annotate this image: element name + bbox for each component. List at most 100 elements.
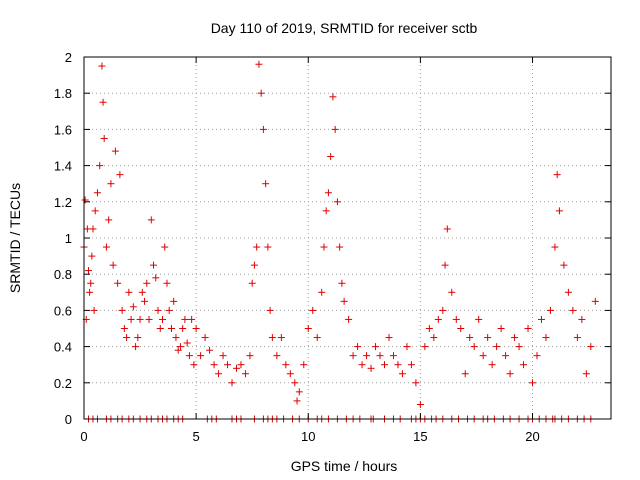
data-point (167, 325, 175, 332)
data-point (259, 125, 267, 133)
data-point (277, 334, 285, 342)
data-point (253, 243, 261, 251)
data-point (286, 370, 294, 378)
data-point (81, 196, 89, 204)
data-point (87, 279, 95, 287)
x-axis-label: GPS time / hours (291, 458, 398, 474)
data-point (100, 134, 108, 142)
data-point (524, 325, 532, 332)
y-tick-label: 1 (65, 231, 72, 246)
data-point (147, 216, 155, 224)
data-point (425, 325, 433, 332)
data-point (479, 352, 487, 360)
data-point (165, 306, 173, 314)
chart-title: Day 110 of 2019, SRMTID for receiver sct… (211, 20, 478, 36)
data-point (98, 62, 106, 70)
data-point (210, 361, 218, 369)
data-point (93, 189, 101, 197)
data-point (300, 361, 308, 369)
data-point (192, 325, 200, 332)
data-point (120, 325, 128, 332)
data-point (529, 379, 537, 387)
data-point (241, 370, 249, 378)
y-tick-label: 0.4 (54, 340, 72, 355)
data-point (497, 325, 505, 332)
data-point (336, 243, 344, 251)
data-point (125, 288, 133, 296)
data-point (154, 306, 162, 314)
data-point (88, 252, 96, 260)
data-point (197, 352, 205, 360)
data-point (84, 267, 92, 275)
data-point (114, 279, 122, 287)
data-point (320, 243, 328, 251)
data-point (129, 303, 137, 311)
data-point (546, 306, 554, 314)
data-point (421, 343, 429, 351)
data-point (412, 379, 420, 387)
x-tick-label: 5 (193, 429, 200, 444)
data-point (248, 279, 256, 287)
data-point (376, 352, 384, 360)
data-point (502, 352, 510, 360)
data-point (99, 98, 107, 106)
data-point (430, 334, 438, 342)
data-point (515, 343, 523, 351)
data-point (91, 207, 99, 215)
data-point (136, 315, 144, 323)
y-tick-label: 1.2 (54, 195, 72, 210)
data-point (488, 361, 496, 369)
data-point (90, 306, 98, 314)
data-point (291, 379, 299, 387)
data-point (179, 325, 187, 332)
data-point (582, 370, 590, 378)
data-point (237, 361, 245, 369)
data-point (282, 361, 290, 369)
y-tick-label: 1.4 (54, 159, 72, 174)
x-tick-label: 10 (301, 429, 315, 444)
data-point (416, 401, 424, 409)
data-point (555, 207, 563, 215)
data-point (107, 180, 115, 188)
data-point (111, 147, 119, 155)
data-point (441, 261, 449, 269)
data-point (506, 370, 514, 378)
data-point (358, 361, 366, 369)
grid (84, 57, 611, 419)
data-point (232, 364, 240, 372)
data-point (533, 352, 541, 360)
data-point (134, 334, 142, 342)
y-tick-label: 1.8 (54, 86, 72, 101)
data-point (434, 315, 442, 323)
data-point (156, 325, 164, 332)
data-point (537, 315, 545, 323)
data-point (318, 288, 326, 296)
data-point (118, 306, 126, 314)
data-point (511, 334, 519, 342)
data-point (484, 334, 492, 342)
data-point (333, 198, 341, 206)
data-point (163, 279, 171, 287)
data-point (407, 361, 415, 369)
y-tick-label: 2 (65, 50, 72, 65)
data-point (331, 125, 339, 133)
data-point (228, 379, 236, 387)
data-point (158, 315, 166, 323)
data-point (327, 153, 335, 161)
data-point (354, 343, 362, 351)
data-point (461, 370, 469, 378)
data-point (448, 288, 456, 296)
data-point (86, 288, 94, 296)
data-point (564, 288, 572, 296)
data-point (257, 89, 265, 97)
data-point (466, 334, 474, 342)
y-axis-label: SRMTID / TECUs (7, 183, 23, 293)
data-point (246, 352, 254, 360)
x-tick-label: 0 (80, 429, 87, 444)
data-point (123, 334, 131, 342)
data-point (520, 361, 528, 369)
data-point (324, 189, 332, 197)
data-point (322, 207, 330, 215)
